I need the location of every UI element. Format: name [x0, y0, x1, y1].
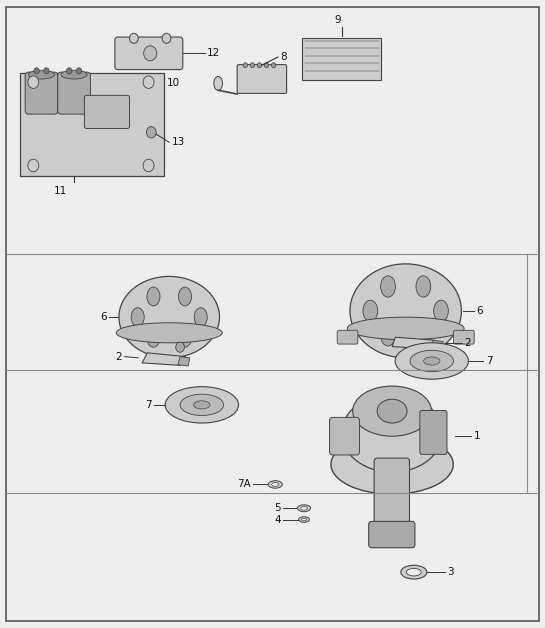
Ellipse shape	[119, 276, 220, 358]
Circle shape	[143, 76, 154, 89]
FancyBboxPatch shape	[420, 411, 447, 455]
Ellipse shape	[407, 568, 421, 576]
Ellipse shape	[272, 482, 278, 486]
Circle shape	[250, 63, 255, 68]
Ellipse shape	[416, 276, 431, 297]
Text: 11: 11	[54, 185, 67, 195]
Circle shape	[257, 63, 262, 68]
Text: 7: 7	[486, 356, 493, 366]
Ellipse shape	[61, 70, 87, 79]
Ellipse shape	[298, 505, 311, 512]
Circle shape	[130, 33, 138, 43]
Ellipse shape	[342, 394, 443, 472]
FancyBboxPatch shape	[20, 73, 164, 176]
Ellipse shape	[301, 518, 307, 521]
Circle shape	[162, 33, 171, 43]
Ellipse shape	[178, 328, 191, 347]
FancyBboxPatch shape	[58, 72, 90, 114]
Polygon shape	[178, 357, 190, 366]
Ellipse shape	[377, 399, 407, 423]
Text: 2: 2	[464, 338, 470, 349]
Polygon shape	[142, 353, 185, 365]
FancyBboxPatch shape	[453, 330, 474, 344]
Ellipse shape	[193, 401, 210, 409]
FancyBboxPatch shape	[84, 95, 130, 129]
Ellipse shape	[347, 317, 464, 340]
Circle shape	[76, 68, 82, 74]
Circle shape	[175, 342, 184, 352]
Ellipse shape	[214, 77, 222, 90]
FancyBboxPatch shape	[25, 72, 58, 114]
Polygon shape	[392, 337, 435, 349]
FancyBboxPatch shape	[115, 37, 183, 70]
Ellipse shape	[353, 386, 432, 436]
Text: 7: 7	[145, 400, 152, 410]
Circle shape	[147, 127, 156, 138]
Text: 4: 4	[275, 514, 281, 524]
Ellipse shape	[301, 506, 307, 510]
Text: 7A: 7A	[238, 479, 251, 489]
Ellipse shape	[380, 325, 395, 346]
FancyBboxPatch shape	[374, 458, 409, 530]
Circle shape	[66, 68, 72, 74]
Text: 6: 6	[476, 306, 483, 316]
Ellipse shape	[331, 435, 453, 494]
FancyBboxPatch shape	[302, 38, 381, 80]
Text: 1: 1	[474, 431, 480, 441]
Ellipse shape	[131, 308, 144, 327]
Ellipse shape	[416, 325, 431, 346]
Text: 9: 9	[335, 14, 341, 24]
Circle shape	[264, 63, 269, 68]
FancyBboxPatch shape	[330, 418, 360, 455]
Text: 2: 2	[115, 352, 122, 362]
Ellipse shape	[165, 387, 239, 423]
Ellipse shape	[194, 308, 207, 327]
Ellipse shape	[28, 70, 54, 79]
FancyBboxPatch shape	[369, 521, 415, 548]
Ellipse shape	[363, 300, 378, 322]
FancyBboxPatch shape	[337, 330, 358, 344]
Circle shape	[34, 68, 39, 74]
Text: 13: 13	[171, 138, 185, 148]
Text: 3: 3	[447, 567, 454, 577]
Ellipse shape	[395, 343, 469, 379]
Text: 8: 8	[280, 52, 287, 62]
Text: 6: 6	[100, 312, 107, 322]
FancyBboxPatch shape	[237, 65, 287, 94]
Circle shape	[44, 68, 49, 74]
Text: 10: 10	[167, 78, 180, 89]
Circle shape	[243, 63, 247, 68]
Text: 12: 12	[207, 48, 221, 58]
Ellipse shape	[116, 323, 222, 343]
Ellipse shape	[299, 517, 310, 522]
Circle shape	[28, 160, 39, 172]
Ellipse shape	[147, 287, 160, 306]
Circle shape	[28, 76, 39, 89]
Ellipse shape	[180, 394, 223, 416]
Ellipse shape	[350, 264, 462, 358]
Ellipse shape	[380, 276, 395, 297]
Ellipse shape	[434, 300, 449, 322]
Ellipse shape	[147, 328, 160, 347]
Ellipse shape	[410, 350, 453, 372]
Ellipse shape	[178, 287, 191, 306]
Circle shape	[144, 46, 157, 61]
Text: 5: 5	[275, 503, 281, 513]
Circle shape	[143, 160, 154, 172]
Ellipse shape	[268, 480, 282, 488]
Circle shape	[271, 63, 276, 68]
Polygon shape	[431, 340, 443, 350]
Ellipse shape	[401, 565, 427, 579]
Ellipse shape	[423, 357, 440, 365]
